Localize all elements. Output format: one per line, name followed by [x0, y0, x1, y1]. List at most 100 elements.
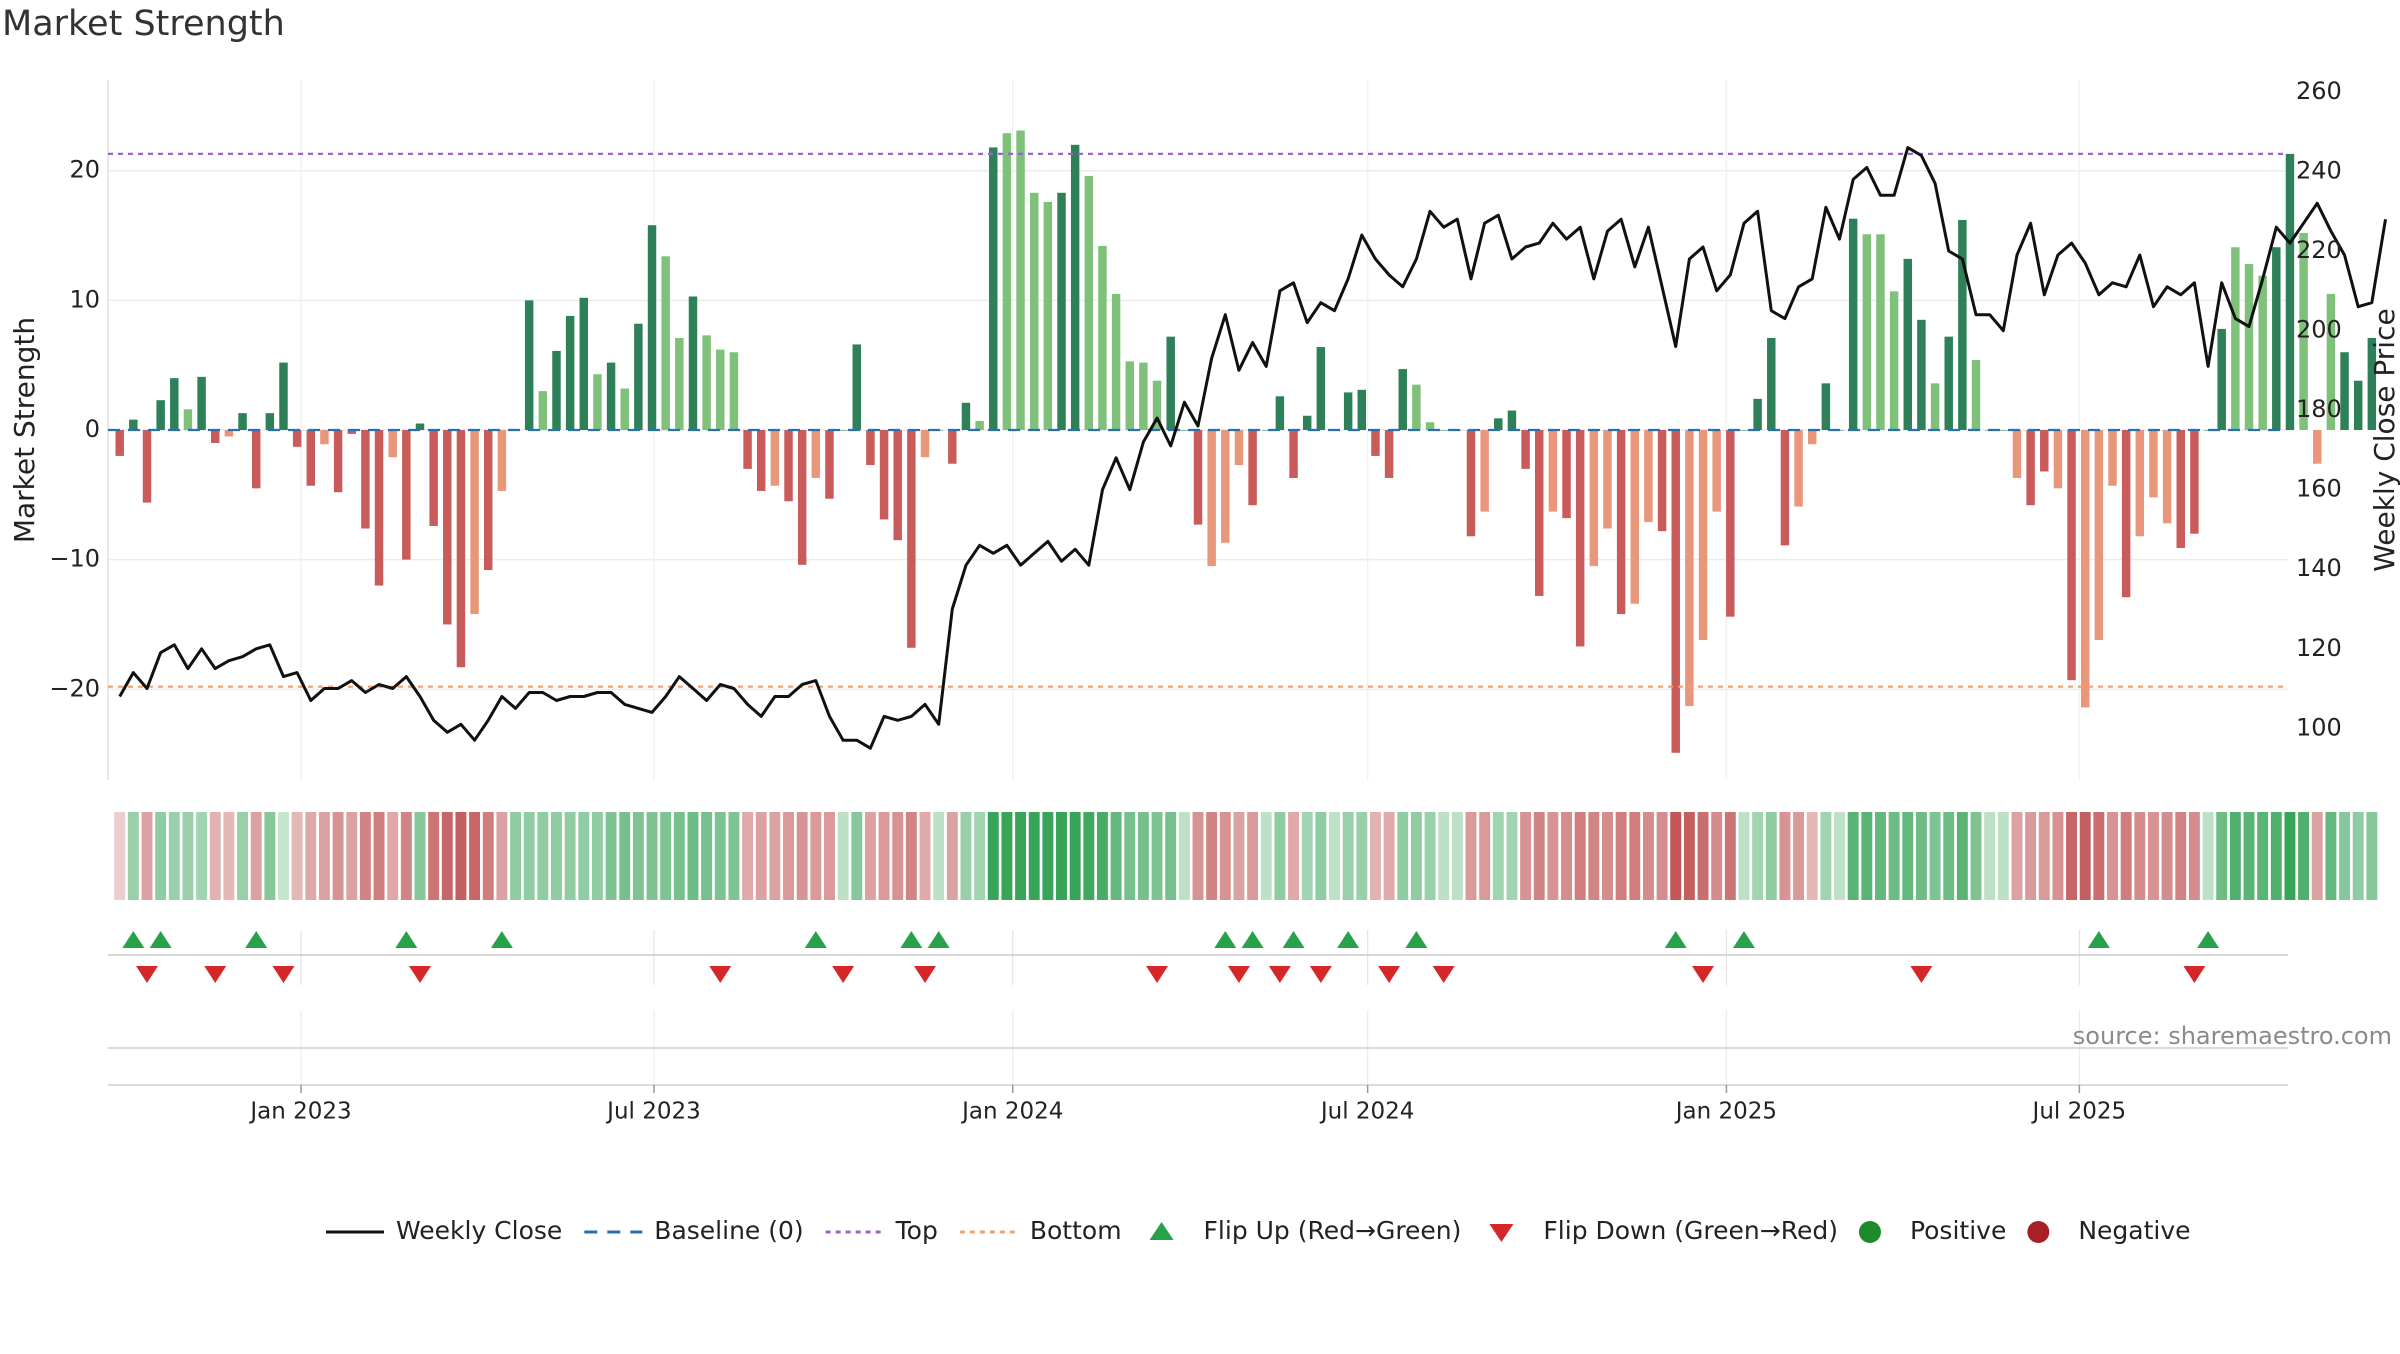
strength-band-cell [1724, 812, 1736, 900]
strength-band-cell [1547, 812, 1559, 900]
strength-bar [1685, 430, 1694, 707]
strength-bar [1944, 336, 1953, 430]
strength-band-cell [851, 812, 863, 900]
strength-bar [211, 430, 220, 443]
strength-bar [1152, 380, 1162, 430]
strength-bar [170, 378, 179, 430]
strength-band-cell [892, 812, 904, 900]
strength-band-cell [1356, 812, 1368, 900]
y2-tick-label: 220 [2296, 236, 2342, 264]
strength-band-cell [2120, 812, 2132, 900]
strength-band-cell [1247, 812, 1259, 900]
flip-up-marker [1732, 931, 1755, 948]
strength-bar [2367, 337, 2377, 430]
strength-band-cell [946, 812, 958, 900]
source-note: source: sharemaestro.com [2072, 1022, 2392, 1050]
strength-band-cell [196, 812, 208, 900]
strength-band-cell [1683, 812, 1695, 900]
x-tick-label: Jan 2025 [1674, 1099, 1777, 1125]
strength-band-cell [2038, 812, 2050, 900]
strength-bar [115, 430, 124, 456]
strength-band-cell [469, 812, 481, 900]
flip-up-marker [1664, 931, 1687, 948]
strength-bar [1698, 430, 1708, 640]
strength-band-cell [2025, 812, 2037, 900]
strength-band-cell [182, 812, 194, 900]
strength-bar [524, 300, 534, 430]
strength-band-cell [2175, 812, 2187, 900]
strength-bar [948, 430, 957, 464]
strength-bar [770, 430, 780, 486]
strength-band-cell [796, 812, 808, 900]
strength-band-cell [1943, 812, 1955, 900]
strength-bar [1971, 360, 1981, 430]
strength-bar [907, 430, 916, 648]
strength-band-cell [2284, 812, 2296, 900]
strength-bar [470, 430, 479, 615]
strength-band-cell [1574, 812, 1586, 900]
strength-band-cell [2107, 812, 2118, 900]
flip-down-marker [1432, 966, 1455, 983]
strength-band-cell [2147, 812, 2159, 900]
strength-bar [1166, 336, 1175, 430]
strength-band-cell [223, 812, 235, 900]
strength-band-cell [1588, 812, 1600, 900]
strength-bar [1521, 430, 1530, 469]
flip-down-marker [832, 966, 855, 983]
y2-tick-label: 140 [2296, 554, 2342, 582]
strength-band-cell [810, 812, 822, 900]
strength-band-cell [2161, 812, 2173, 900]
strength-bar [1630, 430, 1640, 604]
strength-bar [2353, 380, 2363, 430]
strength-bar [634, 323, 643, 430]
flip-down-marker [1146, 966, 1169, 983]
strength-band-cell [209, 812, 221, 900]
strength-bar [920, 430, 930, 458]
flip-up-marker [2087, 931, 2110, 948]
strength-band-cell [168, 812, 180, 900]
strength-band-cell [510, 812, 521, 900]
strength-band-cell [264, 812, 276, 900]
flip-up-marker [2197, 931, 2220, 948]
strength-band-cell [646, 812, 658, 900]
strength-bar [2121, 430, 2131, 598]
strength-band-cell [1438, 812, 1450, 900]
strength-band-cell [2066, 812, 2078, 900]
strength-band-cell [1301, 812, 1313, 900]
strength-bar [2313, 430, 2322, 464]
strength-band-cell [455, 812, 467, 900]
strength-bar [1125, 361, 1134, 430]
strength-band-cell [1492, 812, 1504, 900]
strength-band-cell [2352, 812, 2364, 900]
strength-band-cell [1274, 812, 1286, 900]
strength-bar [852, 344, 861, 430]
strength-band-cell [1056, 812, 1067, 900]
strength-bar [743, 430, 752, 469]
x-tick-label: Jul 2025 [2031, 1099, 2127, 1125]
strength-band-cell [359, 812, 371, 900]
strength-bar [265, 413, 275, 430]
strength-band-cell [564, 812, 576, 900]
legend-flip-up-swatch [1149, 1222, 1174, 1240]
strength-bar [702, 335, 711, 430]
strength-bar [1876, 234, 1885, 430]
strength-bar [1739, 430, 1749, 431]
strength-bar [415, 423, 425, 430]
strength-band-cell [1424, 812, 1436, 900]
strength-bar [647, 225, 657, 430]
strength-band-cell [1165, 812, 1177, 900]
strength-bar [197, 376, 206, 430]
strength-bar [279, 362, 288, 430]
strength-bar [1098, 245, 1107, 430]
strength-band-cell [114, 812, 126, 900]
strength-bar [1616, 430, 1626, 615]
strength-bar [2217, 328, 2226, 430]
strength-band-cell [1847, 812, 1859, 900]
y2-tick-label: 180 [2296, 395, 2342, 423]
strength-band-cell [2270, 812, 2282, 900]
strength-band-cell [1711, 812, 1723, 900]
strength-band-cell [1137, 812, 1149, 900]
strength-bar [1002, 133, 1012, 431]
strength-bar [1712, 430, 1721, 512]
strength-bar [429, 430, 438, 526]
